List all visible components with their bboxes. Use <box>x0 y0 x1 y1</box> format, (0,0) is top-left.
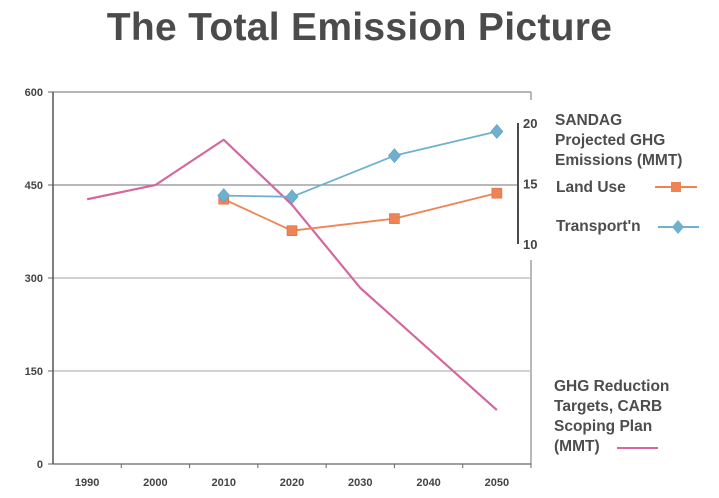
legend-label-land-use: Land Use <box>556 179 626 196</box>
legend-carb-line-4: (MMT) <box>554 438 600 455</box>
legend-key-transport-marker <box>672 220 684 234</box>
legend-sandag-line-3: Emissions (MMT) <box>555 152 683 169</box>
series-line-transport-n <box>223 130 498 198</box>
series-line-ghg-reduction-targets-carb-scoping-plan-mmt- <box>86 138 498 411</box>
x-tick-label: 1990 <box>75 477 99 489</box>
transport-marker <box>388 148 401 164</box>
x-tick-label: 2040 <box>416 477 440 489</box>
transport-marker <box>285 189 299 205</box>
legend-label-transport: Transport'n <box>556 218 641 235</box>
x-tick-label: 2050 <box>485 477 509 489</box>
transport-marker <box>217 188 231 204</box>
y-tick-label: 450 <box>25 180 43 192</box>
x-tick-label: 2010 <box>211 477 235 489</box>
y-tick-label: 150 <box>25 366 43 378</box>
legend-carb-line-3: Scoping Plan <box>554 418 653 435</box>
x-tick-label: 2030 <box>348 477 372 489</box>
secondary-tick-label: 10 <box>523 237 537 252</box>
legend-carb-line-1: GHG Reduction <box>554 378 670 395</box>
chart-title: The Total Emission Picture <box>106 6 613 49</box>
transport-marker <box>490 124 504 139</box>
secondary-tick-label: 15 <box>523 177 537 192</box>
series-line-land-use <box>223 192 498 232</box>
land-use-marker <box>286 225 298 236</box>
legend-carb-title: GHG Reduction Targets, CARB Scoping Plan… <box>554 377 669 457</box>
y-tick-label: 600 <box>25 87 43 99</box>
legend-carb-line-2: Targets, CARB <box>554 398 663 415</box>
x-tick-label: 2000 <box>143 477 167 489</box>
y-tick-label: 0 <box>37 459 43 471</box>
land-use-marker <box>389 213 400 224</box>
land-use-marker <box>491 187 503 199</box>
legend-sandag-line-2: Projected GHG <box>555 132 666 149</box>
secondary-tick-label: 20 <box>523 116 537 131</box>
y-tick-label: 300 <box>25 273 43 285</box>
x-tick-label: 2020 <box>280 477 304 489</box>
legend-sandag-title: SANDAG Projected GHG Emissions (MMT) <box>555 111 682 171</box>
legend-key-land-use-marker <box>671 182 681 192</box>
legend-sandag-line-1: SANDAG <box>555 112 623 129</box>
